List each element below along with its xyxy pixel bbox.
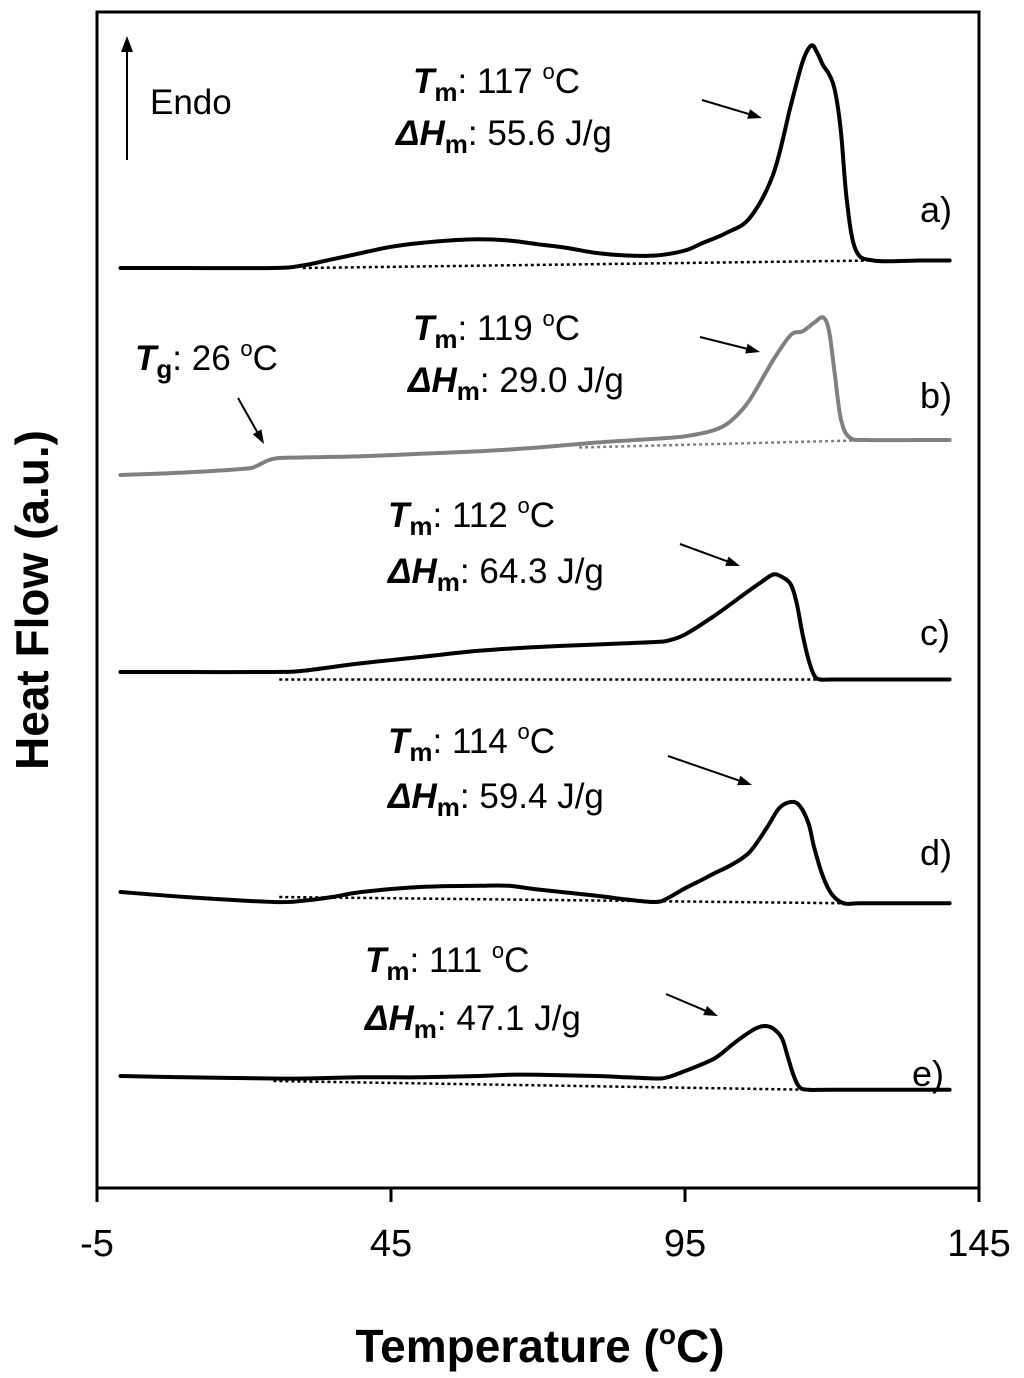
- tm-annotation-4: Tm: 114 oC: [388, 719, 555, 767]
- series-baseline-5: [273, 1079, 809, 1091]
- endo-arrow: [121, 36, 133, 160]
- peak-arrow-5: [665, 993, 718, 1016]
- series-curve-4: [118, 799, 952, 906]
- dh-annotation-2: ΔHm: 29.0 J/g: [406, 361, 624, 406]
- tm-annotation-2: Tm: 119 oC: [413, 306, 580, 354]
- tm-annotation-1: Tm: 117 oC: [413, 59, 580, 107]
- series-baseline-4: [279, 895, 844, 905]
- tg-arrow: [237, 397, 264, 444]
- x-axis-title-degree: o: [659, 1319, 676, 1350]
- dh-annotation-1: ΔHm: 55.6 J/g: [394, 114, 612, 159]
- series-curve-1: [118, 43, 952, 271]
- tm-annotation-3: Tm: 112 oC: [388, 493, 555, 541]
- series-baseline-1: [302, 259, 874, 270]
- series-curve-2: [118, 315, 952, 477]
- endo-label: Endo: [150, 83, 232, 122]
- curve-label-4: d): [920, 832, 952, 873]
- plot-area-frame: [95, 10, 981, 1190]
- curve-label-2: b): [920, 375, 952, 416]
- y-axis-title: Heat Flow (a.u.): [6, 430, 58, 770]
- curve-label-5: e): [912, 1053, 944, 1094]
- x-tick-label-4: 145: [947, 1223, 1010, 1265]
- curve-label-1: a): [920, 189, 952, 230]
- series-curve-3: [118, 572, 952, 682]
- x-axis-title: Temperature (oC): [355, 1319, 724, 1372]
- peak-arrow-3: [679, 543, 740, 566]
- dh-annotation-3: ΔHm: 64.3 J/g: [386, 552, 604, 597]
- x-tick-label-2: 45: [370, 1223, 412, 1265]
- dh-annotation-5: ΔHm: 47.1 J/g: [363, 999, 581, 1044]
- peak-arrow-2: [699, 336, 760, 354]
- curve-label-3: c): [920, 612, 950, 653]
- curves-group: [118, 43, 952, 1092]
- series-curve-5: [118, 1024, 952, 1092]
- series-baseline-2: [579, 438, 874, 449]
- x-tick-label-1: -5: [80, 1223, 114, 1265]
- baselines-group: [273, 259, 874, 1091]
- peak-arrow-1: [701, 99, 762, 119]
- dh-annotation-4: ΔHm: 59.4 J/g: [386, 777, 604, 822]
- x-axis: -5 45 95 145: [80, 1188, 1011, 1265]
- tm-annotation-5: Tm: 111 oC: [365, 938, 529, 986]
- tg-annotation: Tg: 26 oC: [135, 336, 278, 384]
- peak-arrow-4: [667, 755, 752, 786]
- annotations-group: a) Tm: 117 oC ΔHm: 55.6 J/g b) Tm: 119 oC ΔHm…: [135, 59, 952, 1094]
- x-tick-label-3: 95: [664, 1223, 706, 1265]
